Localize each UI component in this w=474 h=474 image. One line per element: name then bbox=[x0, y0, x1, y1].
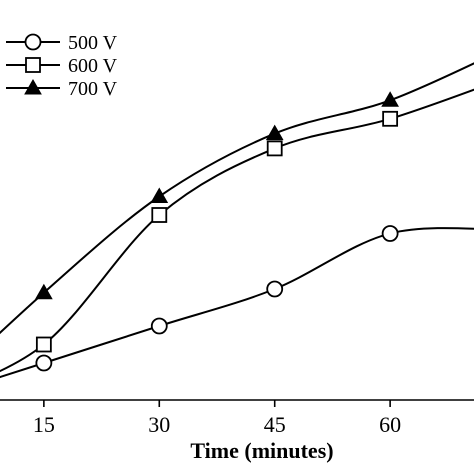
data-point bbox=[381, 91, 399, 107]
series-line bbox=[0, 62, 474, 335]
plot-layer bbox=[0, 62, 474, 379]
legend-label: 600 V bbox=[68, 55, 118, 77]
data-point bbox=[151, 207, 168, 223]
x-tick-label: 30 bbox=[148, 412, 170, 437]
legend-label: 500 V bbox=[68, 32, 118, 54]
data-point bbox=[265, 124, 284, 141]
legend-label: 700 V bbox=[68, 78, 118, 100]
series-700v bbox=[0, 62, 474, 335]
data-point bbox=[35, 336, 52, 353]
legend-item: 700 V bbox=[6, 78, 118, 100]
x-tick-label: 45 bbox=[264, 412, 286, 437]
legend-marker bbox=[25, 57, 41, 73]
legend-item: 500 V bbox=[6, 32, 118, 54]
x-tick-label: 15 bbox=[33, 412, 55, 437]
x-axis-label: Time (minutes) bbox=[190, 438, 333, 463]
data-point bbox=[266, 140, 283, 157]
legend-item: 600 V bbox=[6, 55, 118, 77]
data-point bbox=[35, 354, 53, 372]
data-point bbox=[150, 317, 168, 335]
series-500v bbox=[0, 225, 474, 379]
series-line bbox=[0, 227, 474, 379]
data-point bbox=[150, 187, 169, 203]
data-point bbox=[266, 280, 284, 298]
x-axis: 15 30 45 60 bbox=[0, 399, 474, 437]
legend-marker bbox=[24, 33, 42, 51]
legend-marker bbox=[24, 78, 42, 95]
series-600v bbox=[0, 88, 474, 373]
x-tick-label: 60 bbox=[379, 412, 401, 437]
data-point bbox=[382, 110, 399, 127]
data-point bbox=[381, 225, 399, 242]
series-line bbox=[0, 88, 474, 373]
data-point bbox=[34, 283, 53, 300]
